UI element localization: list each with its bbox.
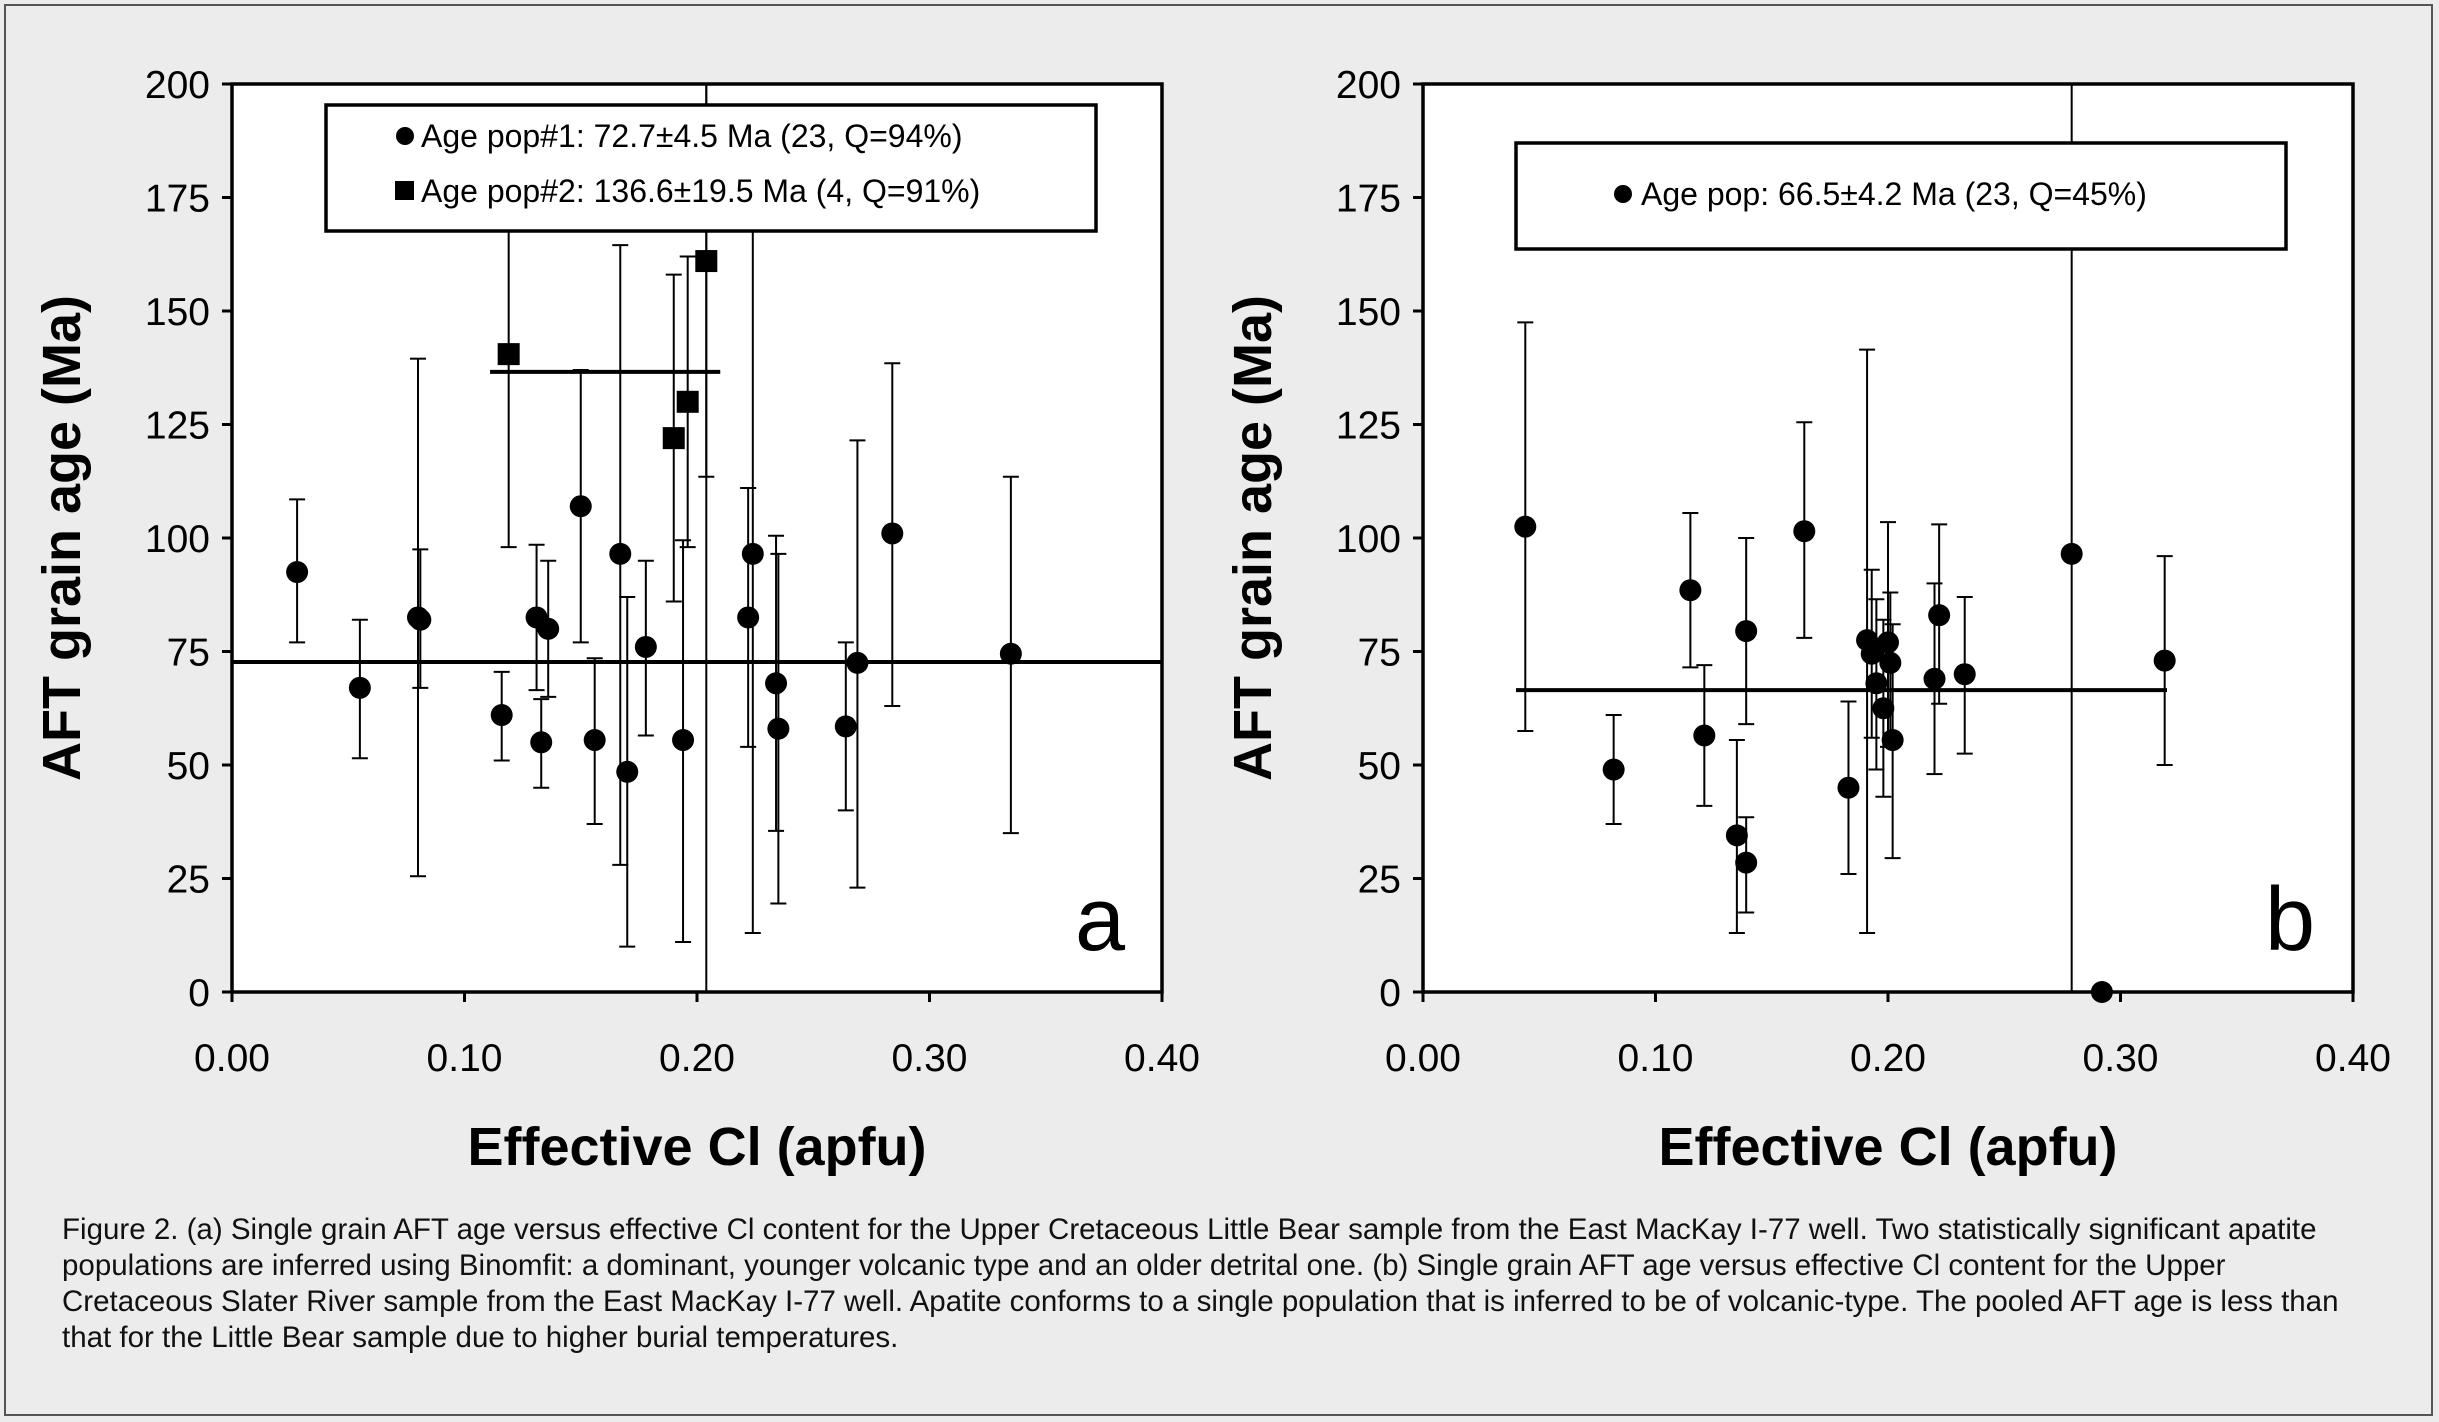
y-tick-label: 100 <box>1336 518 1401 561</box>
panel-label: b <box>2265 870 2315 970</box>
data-point-circle <box>616 760 639 783</box>
data-point-circle <box>2153 649 2176 672</box>
data-point-circle <box>286 561 309 584</box>
x-tick-label: 0.00 <box>194 1037 270 1080</box>
y-tick-label: 200 <box>1336 64 1401 107</box>
legend-box <box>1514 141 2288 251</box>
data-point-circle <box>348 676 371 699</box>
x-tick-label: 0.10 <box>427 1037 503 1080</box>
data-point-circle <box>1602 758 1625 781</box>
data-point-circle <box>1879 651 1902 674</box>
data-point-circle <box>737 606 760 629</box>
chart-panel-a: 0 25 50 75 100 125 150 175 200 0.00 0.10 0.20 0.30 0.… <box>32 64 1200 1177</box>
y-tick-label: 175 <box>1336 178 1401 221</box>
data-point-circle <box>881 522 904 545</box>
data-point-circle <box>1735 620 1758 643</box>
data-point-circle <box>672 729 695 752</box>
chart-marks <box>1514 84 2176 1003</box>
legend-square-marker <box>395 181 414 200</box>
y-tick-label: 25 <box>1358 859 1401 902</box>
y-tick-label: 25 <box>167 859 210 902</box>
data-point-circle <box>999 642 1022 665</box>
x-tick-label: 0.40 <box>2315 1037 2391 1080</box>
y-tick-label: 150 <box>145 291 210 334</box>
y-tick-label: 100 <box>145 518 210 561</box>
x-tick-label: 0.10 <box>1618 1037 1694 1080</box>
legend: Age pop: 66.5±4.2 Ma (23, Q=45%) <box>1514 141 2288 251</box>
legend-circle-marker <box>1614 185 1632 203</box>
panel-label: a <box>1075 870 1126 970</box>
x-tick-label: 0.00 <box>1385 1037 1461 1080</box>
data-point-circle <box>1928 604 1951 627</box>
data-point-circle <box>1865 672 1888 695</box>
axis-ticks: 0 25 50 75 100 125 150 175 200 0.00 0.10 0.20 0.30 0.… <box>145 64 1200 1080</box>
data-point-circle <box>1953 663 1976 686</box>
y-tick-label: 50 <box>1358 745 1401 788</box>
y-axis-title: AFT grain age (Ma) <box>1223 295 1283 781</box>
figure-caption: Figure 2. (a) Single grain AFT age versu… <box>62 1213 2339 1354</box>
chart-marks <box>232 84 1162 992</box>
data-point-circle <box>1735 851 1758 874</box>
y-tick-label: 0 <box>1379 972 1401 1015</box>
y-tick-label: 0 <box>188 972 210 1015</box>
y-tick-label: 125 <box>145 405 210 448</box>
data-point-circle <box>1679 579 1702 602</box>
data-point-circle <box>2090 981 2113 1003</box>
x-tick-label: 0.30 <box>2083 1037 2159 1080</box>
data-point-circle <box>1837 776 1860 799</box>
y-tick-label: 200 <box>145 64 210 107</box>
x-axis-title: Effective Cl (apfu) <box>1658 1117 2117 1177</box>
data-point-circle <box>634 635 657 658</box>
y-tick-label: 175 <box>145 178 210 221</box>
data-point-circle <box>1514 515 1537 538</box>
data-point-circle <box>2060 542 2083 565</box>
plot-area <box>230 82 1164 994</box>
data-point-circle <box>1881 729 1904 752</box>
data-point-circle <box>409 608 432 631</box>
axis-ticks: 0 25 50 75 100 125 150 175 200 0.00 0.10 0.20 0.30 0.… <box>1336 64 2391 1080</box>
data-point-circle <box>583 729 606 752</box>
data-point-circle <box>741 542 764 565</box>
data-point-circle <box>530 731 553 754</box>
x-tick-label: 0.20 <box>1850 1037 1926 1080</box>
x-tick-label: 0.40 <box>1124 1037 1200 1080</box>
x-axis-title: Effective Cl (apfu) <box>467 1117 926 1177</box>
data-point-circle <box>765 672 788 695</box>
data-point-circle <box>609 542 632 565</box>
y-tick-label: 150 <box>1336 291 1401 334</box>
legend-circle-marker <box>396 127 414 145</box>
data-point-circle <box>569 495 592 518</box>
y-tick-label: 75 <box>167 632 210 675</box>
y-axis-title: AFT grain age (Ma) <box>32 295 92 781</box>
data-point-square <box>497 343 520 366</box>
data-point-circle <box>1693 724 1716 747</box>
data-point-circle <box>1725 824 1748 847</box>
y-tick-label: 125 <box>1336 405 1401 448</box>
data-point-circle <box>834 715 857 738</box>
data-point-circle <box>537 617 560 640</box>
chart-panel-b: 0 25 50 75 100 125 150 175 200 0.00 0.10 0.20 0.30 0.… <box>1223 64 2391 1177</box>
data-point-circle <box>1877 631 1899 654</box>
data-point-circle <box>1793 520 1816 543</box>
legend-item-2: Age pop#2: 136.6±19.5 Ma (4, Q=91%) <box>421 173 980 209</box>
legend-item-1: Age pop: 66.5±4.2 Ma (23, Q=45%) <box>1641 176 2147 212</box>
legend-item-1: Age pop#1: 72.7±4.5 Ma (23, Q=94%) <box>421 118 962 154</box>
data-point-square <box>676 390 699 413</box>
y-tick-label: 50 <box>167 745 210 788</box>
data-point-square <box>695 250 718 273</box>
x-tick-label: 0.30 <box>892 1037 968 1080</box>
y-tick-label: 75 <box>1358 632 1401 675</box>
x-tick-label: 0.20 <box>659 1037 735 1080</box>
legend-box <box>324 103 1098 233</box>
data-point-circle <box>767 717 790 740</box>
data-point-circle <box>1923 667 1946 690</box>
data-point-square <box>662 427 685 450</box>
legend: Age pop#1: 72.7±4.5 Ma (23, Q=94%) Age p… <box>324 103 1098 233</box>
data-point-circle <box>490 704 513 727</box>
data-point-circle <box>846 651 869 674</box>
